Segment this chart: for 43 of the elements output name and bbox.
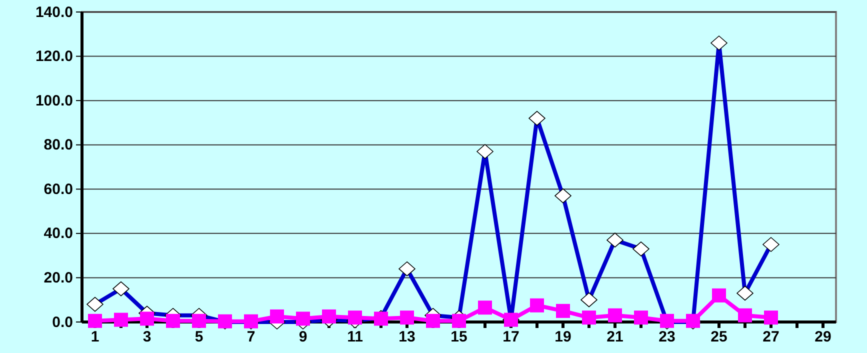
point [608,308,622,322]
point [556,304,570,318]
y-tick-label: 20.0 [44,270,73,287]
point [270,309,284,324]
point [738,308,752,322]
point [764,310,778,325]
point [140,312,154,326]
y-tick-label: 100.0 [35,92,73,110]
point [88,314,102,328]
y-tick-label: 40.0 [44,225,73,242]
point [452,314,466,328]
x-tick-label: 27 [762,328,780,346]
point [114,312,128,327]
point [478,300,492,315]
point [530,298,544,312]
x-tick-label: 19 [554,328,572,346]
y-tick-label: 120.0 [35,48,73,66]
point [426,314,440,328]
x-tick-label: 11 [347,328,363,346]
x-tick-label: 23 [658,328,676,346]
point [634,310,648,325]
x-tick-label: 9 [298,328,308,346]
y-tick-label: 80.0 [44,136,73,154]
x-tick-label: 25 [710,328,728,346]
y-tick-label: 140.0 [35,4,73,21]
x-tick-label: 3 [142,328,152,346]
point [400,310,414,325]
x-tick-label: 13 [398,328,416,346]
x-tick-label: 17 [502,328,520,346]
y-tick-label: 0.0 [52,314,73,331]
point [166,314,180,328]
x-tick-label: 21 [606,328,624,346]
point [322,309,336,324]
point [712,288,726,302]
point [296,312,310,326]
point [192,314,206,328]
point [582,310,596,325]
x-tick-label: 29 [814,328,832,346]
x-tick-label: 1 [90,328,100,346]
x-tick-label: 5 [194,328,204,346]
x-tick-label: 15 [450,328,468,346]
x-tick-label: 7 [246,328,256,346]
y-tick-label: 60.0 [44,180,73,198]
